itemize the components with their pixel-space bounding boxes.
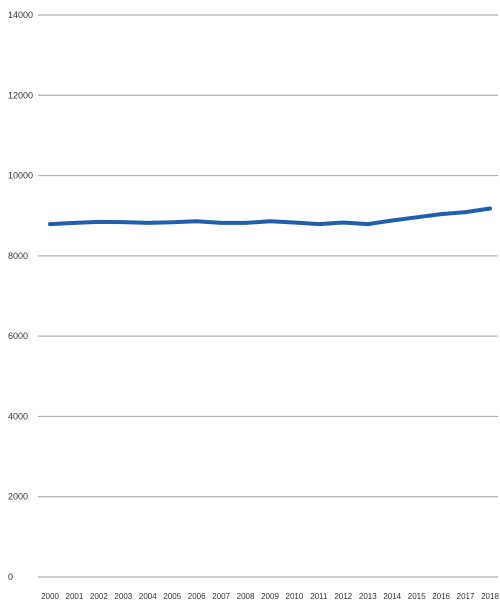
x-tick-label: 2017 <box>457 592 475 601</box>
x-axis: 2000 2001 2002 2003 2004 2005 2006 2007 2008 2009… <box>41 592 499 601</box>
y-tick-label: 8000 <box>8 251 28 261</box>
x-tick-label: 2009 <box>261 592 279 601</box>
data-point <box>439 212 443 216</box>
y-tick-label: 12000 <box>8 90 33 100</box>
data-point <box>341 221 345 225</box>
x-tick-label: 2016 <box>432 592 450 601</box>
data-point <box>170 220 174 224</box>
x-tick-label: 2002 <box>90 592 108 601</box>
y-axis: 0 2000 4000 6000 8000 10000 12000 14000 <box>8 10 33 582</box>
data-point <box>415 215 419 219</box>
x-tick-label: 2018 <box>481 592 499 601</box>
x-tick-label: 2008 <box>237 592 255 601</box>
x-tick-label: 2010 <box>286 592 304 601</box>
data-point <box>268 219 272 223</box>
data-point <box>219 221 223 225</box>
x-tick-label: 2007 <box>212 592 230 601</box>
x-tick-label: 2006 <box>188 592 206 601</box>
data-point <box>390 219 394 223</box>
data-point <box>464 210 468 214</box>
data-point <box>292 221 296 225</box>
y-tick-label: 10000 <box>8 171 33 181</box>
gridlines <box>38 14 498 578</box>
y-tick-label: 0 <box>8 572 13 582</box>
data-point <box>121 220 125 224</box>
x-tick-label: 2011 <box>310 592 328 601</box>
x-tick-label: 2014 <box>383 592 401 601</box>
y-tick-label: 14000 <box>8 10 33 20</box>
y-tick-label: 4000 <box>8 411 28 421</box>
data-point <box>146 221 150 225</box>
x-tick-label: 2001 <box>66 592 84 601</box>
x-tick-label: 2000 <box>41 592 59 601</box>
data-point <box>317 222 321 226</box>
x-tick-label: 2012 <box>334 592 352 601</box>
data-point <box>48 222 52 226</box>
data-point <box>366 222 370 226</box>
x-tick-label: 2004 <box>139 592 157 601</box>
data-point <box>195 219 199 223</box>
x-tick-label: 2003 <box>114 592 132 601</box>
data-point <box>244 221 248 225</box>
x-tick-label: 2013 <box>359 592 377 601</box>
series-group <box>48 206 492 227</box>
y-tick-label: 2000 <box>8 492 28 502</box>
x-tick-label: 2015 <box>408 592 426 601</box>
data-point <box>72 221 76 225</box>
x-tick-label: 2005 <box>163 592 181 601</box>
y-tick-label: 6000 <box>8 331 28 341</box>
data-point <box>97 220 101 224</box>
data-point <box>488 206 492 210</box>
